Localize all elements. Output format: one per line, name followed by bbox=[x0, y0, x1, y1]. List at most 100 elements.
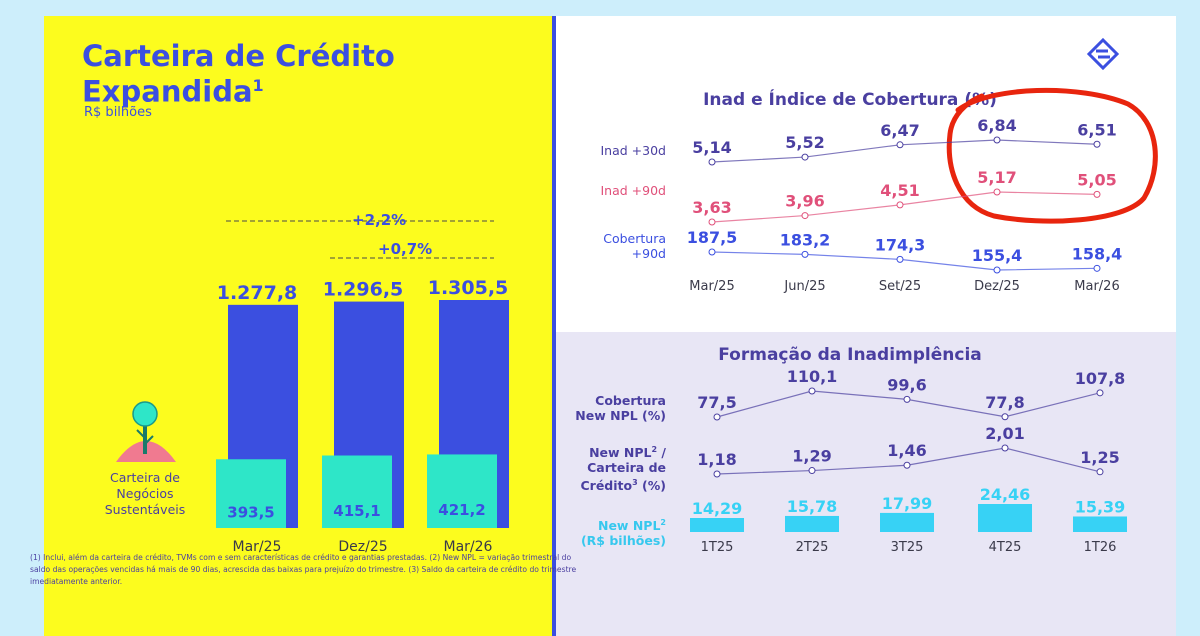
npl-title: Formação da Inadimplência bbox=[718, 345, 982, 365]
npl-bar-4 bbox=[1073, 516, 1127, 532]
line3-label-0-3: 77,8 bbox=[985, 393, 1024, 412]
line3-label-1-4: 1,25 bbox=[1080, 448, 1119, 467]
line3-category-4: 1T26 bbox=[1084, 540, 1117, 555]
bank-logo-icon bbox=[1086, 37, 1120, 71]
bar-sustainable-label-0: 393,5 bbox=[227, 504, 274, 522]
line2-point-2-3 bbox=[993, 266, 1001, 274]
line3-label-0-4: 107,8 bbox=[1075, 369, 1126, 388]
row-label-npl-value-1: New NPL bbox=[597, 518, 661, 534]
row-label-cobertura-2: +90d bbox=[631, 246, 666, 261]
sustainable-label-3: Sustentáveis bbox=[105, 502, 186, 517]
line2-category-0: Mar/25 bbox=[689, 279, 734, 294]
row-label-cobertura-npl-1: Cobertura bbox=[595, 393, 666, 408]
line2-point-1-3 bbox=[993, 188, 1001, 196]
bar-category-2: Mar/26 bbox=[444, 539, 493, 555]
line3-label-1-1: 1,29 bbox=[792, 447, 831, 466]
bar-sustainable-label-2: 421,2 bbox=[438, 501, 485, 519]
line2-point-2-2 bbox=[896, 255, 904, 263]
line3-point-1-1 bbox=[808, 467, 816, 475]
panel-divider bbox=[552, 16, 556, 636]
line2-point-1-4 bbox=[1093, 190, 1101, 198]
red-annotation bbox=[946, 87, 1158, 224]
line3-point-0-3 bbox=[1001, 413, 1009, 421]
bar-sustainable-1 bbox=[322, 455, 392, 528]
line2-label-2-1: 183,2 bbox=[780, 230, 831, 249]
row-label-npl-value: New NPL2 (R$ bilhões) bbox=[566, 515, 666, 548]
row-label-cobertura-npl-2: New NPL (%) bbox=[575, 408, 666, 423]
line2-point-0-3 bbox=[993, 136, 1001, 144]
line3-label-1-3: 2,01 bbox=[985, 424, 1024, 443]
npl-bar-label-4: 15,39 bbox=[1075, 497, 1126, 516]
row-label-inad90: Inad +90d bbox=[600, 183, 667, 198]
row-label-cobertura-1: Cobertura bbox=[603, 231, 666, 246]
row-label-cobertura-npl: Cobertura New NPL (%) bbox=[566, 393, 666, 423]
growth-label-1: +2,2% bbox=[352, 211, 406, 229]
line2-point-2-0 bbox=[708, 248, 716, 256]
line2-series-0 bbox=[711, 139, 1098, 163]
line2-label-0-2: 6,47 bbox=[880, 121, 919, 140]
line2-label-0-4: 6,51 bbox=[1077, 120, 1116, 139]
bar-sustainable-2 bbox=[427, 454, 497, 528]
line3-category-3: 4T25 bbox=[989, 540, 1022, 555]
bar-total-label-1: 1.296,5 bbox=[323, 279, 404, 301]
line2-label-0-3: 6,84 bbox=[977, 116, 1016, 135]
line3-label-0-1: 110,1 bbox=[787, 367, 838, 386]
line2-label-2-4: 158,4 bbox=[1072, 244, 1123, 263]
title-footnote-mark: 1 bbox=[252, 76, 264, 95]
row-label-npl-ratio: New NPL2 /Carteira de Crédito3 (%) bbox=[566, 442, 666, 493]
npl-bar-3 bbox=[978, 504, 1032, 532]
line3-point-0-2 bbox=[903, 395, 911, 403]
row-label-npl-value-sup: 2 bbox=[660, 518, 666, 527]
line2-label-1-3: 5,17 bbox=[977, 168, 1016, 187]
line2-category-3: Dez/25 bbox=[974, 279, 1020, 294]
line3-label-1-2: 1,46 bbox=[887, 441, 926, 460]
sustainable-label-1: Carteira de bbox=[110, 470, 180, 485]
line2-label-0-0: 5,14 bbox=[692, 138, 731, 157]
line3-point-1-0 bbox=[713, 470, 721, 478]
bar-category-1: Dez/25 bbox=[338, 539, 387, 555]
line2-point-0-4 bbox=[1093, 140, 1101, 148]
growth-label-2: +0,7% bbox=[378, 240, 432, 258]
row-label-npl-ratio-sup3: 3 bbox=[632, 478, 638, 488]
footnote: (1) Inclui, além da carteira de crédito,… bbox=[30, 553, 577, 586]
bar-sustainable-label-1: 415,1 bbox=[333, 502, 380, 520]
line2-label-0-1: 5,52 bbox=[785, 133, 824, 152]
page-title: Carteira de Crédito Expandida1 bbox=[82, 42, 395, 107]
line2-series-2 bbox=[711, 251, 1098, 271]
page-subtitle: R$ bilhões bbox=[84, 105, 152, 120]
line3-category-0: 1T25 bbox=[701, 540, 734, 555]
line3-series-0 bbox=[716, 390, 1101, 418]
line2-label-1-2: 4,51 bbox=[880, 181, 919, 200]
line3-category-1: 2T25 bbox=[796, 540, 829, 555]
row-label-npl-ratio-3-end: (%) bbox=[637, 478, 666, 494]
row-label-npl-ratio-sup1: 2 bbox=[651, 445, 658, 454]
line2-label-1-1: 3,96 bbox=[785, 192, 824, 211]
row-label-npl-ratio-1-end: / bbox=[657, 445, 666, 461]
title-line-2: Expandida bbox=[82, 74, 253, 109]
line3-label-1-0: 1,18 bbox=[697, 450, 736, 469]
bar-total-label-2: 1.305,5 bbox=[428, 277, 509, 299]
line2-point-1-0 bbox=[708, 218, 716, 226]
npl-bar-label-3: 24,46 bbox=[980, 485, 1031, 504]
line3-point-1-3 bbox=[1001, 444, 1009, 452]
line3-point-0-0 bbox=[713, 413, 721, 421]
npl-bar-0 bbox=[690, 518, 744, 532]
line2-label-1-4: 5,05 bbox=[1077, 170, 1116, 189]
coverage-panel bbox=[556, 16, 1176, 332]
line2-point-0-0 bbox=[708, 158, 716, 166]
bar-sustainable-0 bbox=[216, 459, 286, 528]
line2-point-1-2 bbox=[896, 201, 904, 209]
bar-category-0: Mar/25 bbox=[233, 539, 282, 555]
npl-bar-1 bbox=[785, 515, 839, 532]
tree-icon bbox=[116, 401, 176, 462]
row-label-inad30: Inad +30d bbox=[600, 143, 667, 158]
row-label-npl-ratio-2: Carteira de bbox=[587, 460, 666, 476]
right-panel bbox=[556, 16, 1176, 636]
row-label-cobertura: Cobertura +90d bbox=[566, 231, 666, 261]
npl-bar-label-2: 17,99 bbox=[882, 494, 933, 513]
line2-point-1-1 bbox=[801, 212, 809, 220]
line2-label-2-0: 187,5 bbox=[687, 228, 738, 247]
sustainable-label-2: Negócios bbox=[116, 486, 173, 501]
line2-category-4: Mar/26 bbox=[1074, 279, 1119, 294]
line3-point-1-4 bbox=[1096, 468, 1104, 476]
